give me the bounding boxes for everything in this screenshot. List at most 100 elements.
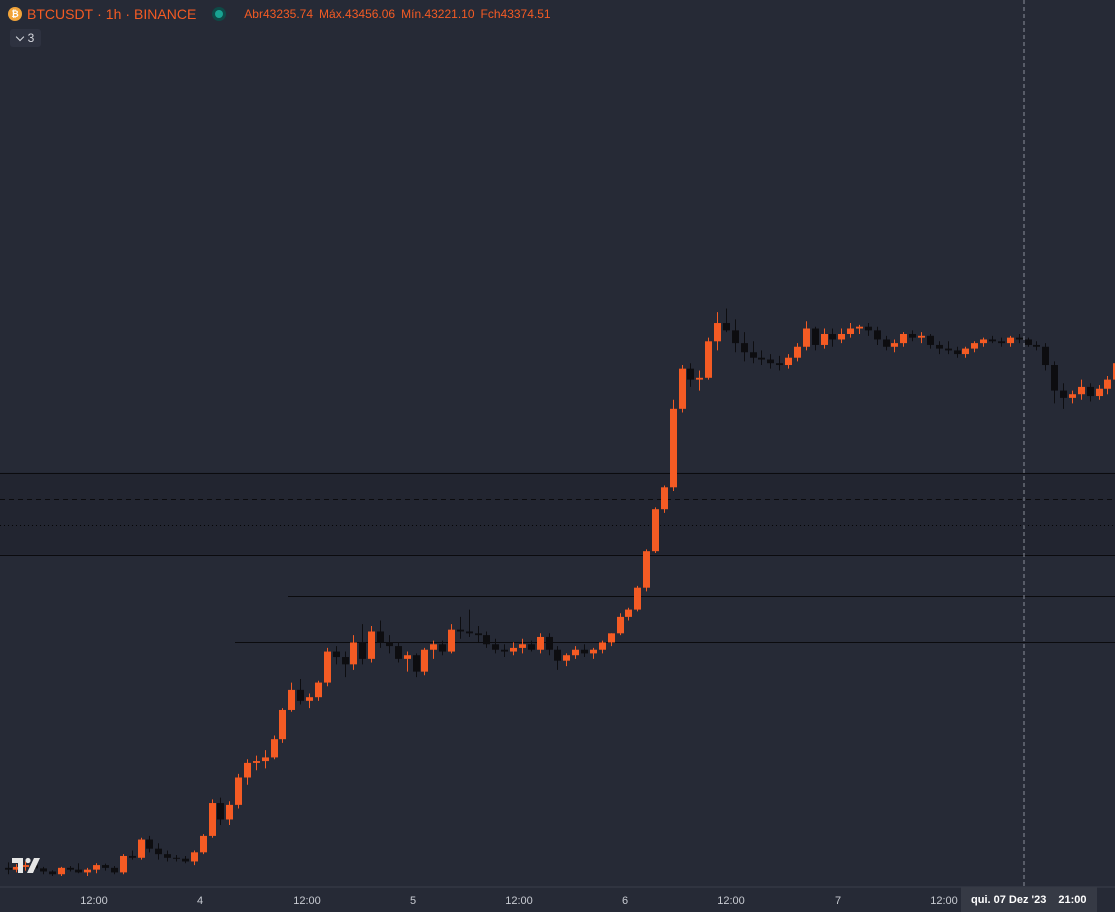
interval[interactable]: 1h <box>105 6 122 22</box>
candle <box>652 507 659 554</box>
indicators-collapse-button[interactable]: 3 <box>10 29 41 47</box>
candle-body <box>475 633 482 636</box>
candle-body <box>865 326 872 331</box>
candle <box>1007 335 1014 347</box>
candle <box>776 355 783 371</box>
candle-body <box>909 333 916 338</box>
market-status-dot-icon[interactable] <box>212 7 227 21</box>
legend-separator: · <box>97 6 102 22</box>
candle-body <box>767 359 774 364</box>
candle <box>679 365 686 413</box>
candle <box>120 854 127 875</box>
candle-body <box>368 631 375 659</box>
candle-body <box>1025 339 1032 345</box>
candle-body <box>13 866 20 870</box>
candle-body <box>980 339 987 344</box>
candle <box>510 642 517 656</box>
candle-body <box>750 352 757 358</box>
candle <box>590 647 597 659</box>
candle-body <box>492 644 499 650</box>
candle-body <box>900 333 907 344</box>
candle-body <box>874 330 881 340</box>
candle-body <box>519 644 526 648</box>
candle <box>315 680 322 701</box>
candle <box>466 609 473 637</box>
candle-body <box>93 865 100 870</box>
candle <box>918 332 925 344</box>
candle-body <box>359 642 366 659</box>
candle <box>129 850 136 860</box>
candle-body <box>927 335 934 345</box>
candle <box>723 308 730 333</box>
candle <box>838 328 845 344</box>
horizontal-levels <box>0 473 1115 643</box>
candle-body <box>687 368 694 380</box>
candle <box>865 323 872 336</box>
candle <box>1104 375 1111 395</box>
candle-body <box>466 631 473 634</box>
candle <box>457 616 464 639</box>
candle-body <box>164 854 171 858</box>
candle-body <box>1007 337 1014 344</box>
candle <box>350 635 357 670</box>
candle <box>333 646 340 665</box>
candle <box>111 866 118 875</box>
candle <box>528 640 535 652</box>
candle-body <box>732 330 739 344</box>
candle <box>421 647 428 676</box>
time-tick-label: 12:00 <box>717 895 745 907</box>
candle-body <box>155 848 162 855</box>
candle-body <box>49 871 56 875</box>
candle-body <box>723 323 730 331</box>
candle-body <box>1069 394 1076 398</box>
candle <box>945 341 952 355</box>
candle <box>705 337 712 380</box>
candle-body <box>209 803 216 836</box>
candle <box>758 350 765 366</box>
candle <box>936 341 943 355</box>
candle-body <box>200 835 207 853</box>
candle <box>22 861 29 871</box>
candle-body <box>129 855 136 858</box>
candle <box>661 485 668 513</box>
candle-body <box>714 323 721 342</box>
candle-body <box>803 328 810 347</box>
candle-body <box>617 616 624 634</box>
candle <box>173 855 180 862</box>
candle <box>262 750 269 769</box>
candle <box>546 633 553 656</box>
candle-body <box>670 408 677 488</box>
candle-body <box>324 651 331 683</box>
candle <box>891 339 898 353</box>
candle <box>1096 385 1103 400</box>
ohlc-close: Fch43374.51 <box>480 7 551 21</box>
candle <box>856 324 863 334</box>
candle-body <box>741 343 748 353</box>
candle <box>554 646 561 670</box>
candle <box>714 312 721 351</box>
candle-body <box>386 642 393 647</box>
candle <box>1113 363 1115 380</box>
candle <box>732 319 739 353</box>
candle <box>599 640 606 654</box>
tradingview-logo-icon[interactable] <box>12 857 44 875</box>
candle <box>404 651 411 672</box>
candle-body <box>1033 344 1040 347</box>
candle <box>1078 379 1085 400</box>
candle <box>1016 333 1023 344</box>
candle-body <box>625 609 632 617</box>
candle-body <box>430 644 437 650</box>
candle <box>537 633 544 654</box>
candle-body <box>457 629 464 632</box>
candle <box>696 370 703 391</box>
candle <box>84 867 91 877</box>
symbol-name[interactable]: BTCUSDT <box>27 6 94 22</box>
candle <box>980 337 987 347</box>
candle-body <box>634 587 641 610</box>
candle <box>1051 361 1058 404</box>
ohlc-high: Máx.43456.06 <box>319 7 396 21</box>
ohlc-low: Mín.43221.10 <box>401 7 475 21</box>
candle-body <box>794 346 801 358</box>
candle-body <box>1060 390 1067 398</box>
